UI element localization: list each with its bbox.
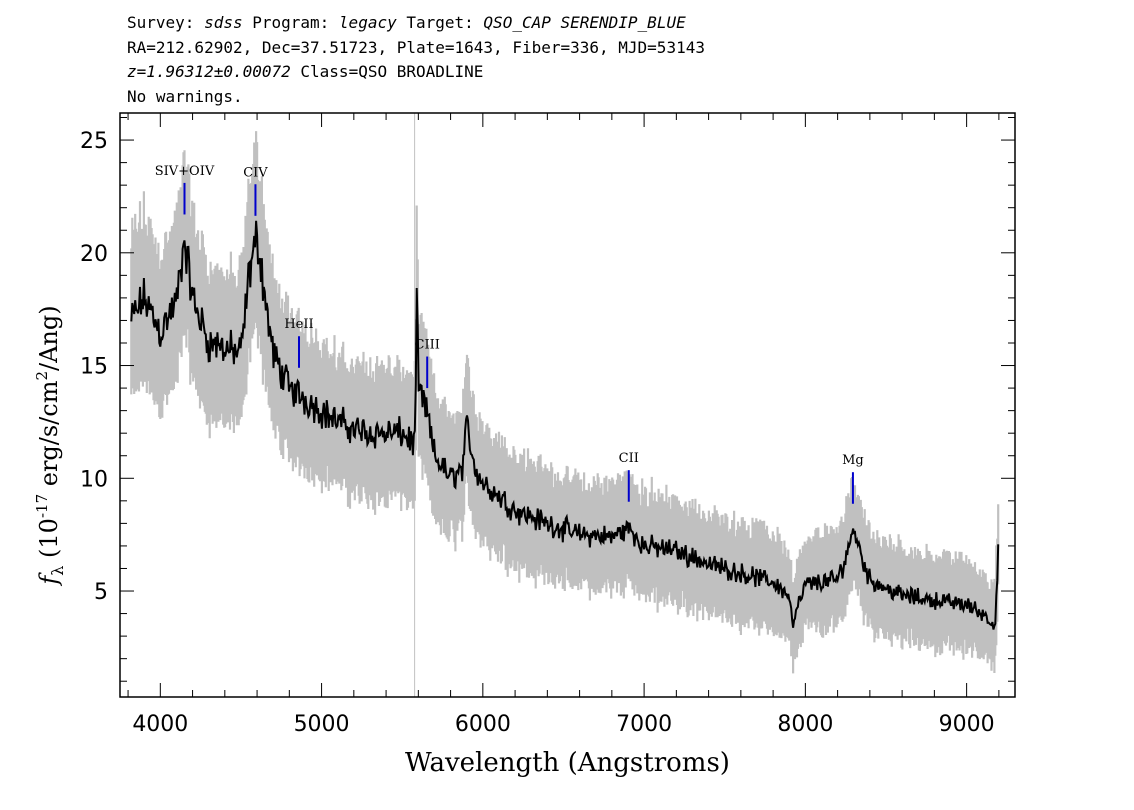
y-tick-label: 10 — [80, 467, 108, 492]
error-band — [130, 131, 1000, 674]
y-tick-label: 15 — [80, 355, 108, 380]
survey-value: sdss — [204, 13, 243, 32]
x-tick-label: 7000 — [616, 712, 672, 737]
x-tick-label: 4000 — [132, 712, 188, 737]
program-value: legacy — [338, 13, 397, 32]
x-tick-label: 8000 — [777, 712, 833, 737]
target-label: Target: — [396, 13, 484, 32]
line-label: HeII — [284, 317, 313, 332]
plot-frame — [119, 112, 1016, 698]
flux-line — [130, 220, 1000, 630]
class-value: Class=QSO BROADLINE — [290, 62, 484, 81]
target-value: QSO_CAP SERENDIP_BLUE — [483, 13, 686, 32]
y-axis-label: fλ (10-17 erg/s/cm2/Ang) — [33, 305, 67, 586]
line-label: CIV — [243, 165, 268, 180]
x-tick-label: 6000 — [455, 712, 511, 737]
x-tick-label: 9000 — [939, 712, 995, 737]
redshift-value: z=1.96312±0.00072 — [127, 62, 291, 81]
survey-label: Survey: — [127, 13, 205, 32]
x-tick-label: 5000 — [294, 712, 350, 737]
line-label: SIV+OIV — [155, 164, 215, 179]
line-label: CII — [619, 451, 639, 466]
y-tick-label: 25 — [80, 129, 108, 154]
header-line-4: No warnings. — [127, 87, 243, 106]
y-tick-label: 5 — [94, 580, 108, 605]
x-axis-label: Wavelength (Angstroms) — [405, 748, 730, 778]
line-label: Mg — [842, 453, 864, 468]
header-line-1: Survey: sdss Program: legacy Target: QSO… — [127, 13, 1027, 33]
program-label: Program: — [242, 13, 339, 32]
header-line-3: z=1.96312±0.00072 Class=QSO BROADLINE — [127, 62, 1027, 82]
line-label: CIII — [415, 338, 440, 353]
y-tick-label: 20 — [80, 242, 108, 267]
header-line-2: RA=212.62902, Dec=37.51723, Plate=1643, … — [127, 38, 705, 57]
